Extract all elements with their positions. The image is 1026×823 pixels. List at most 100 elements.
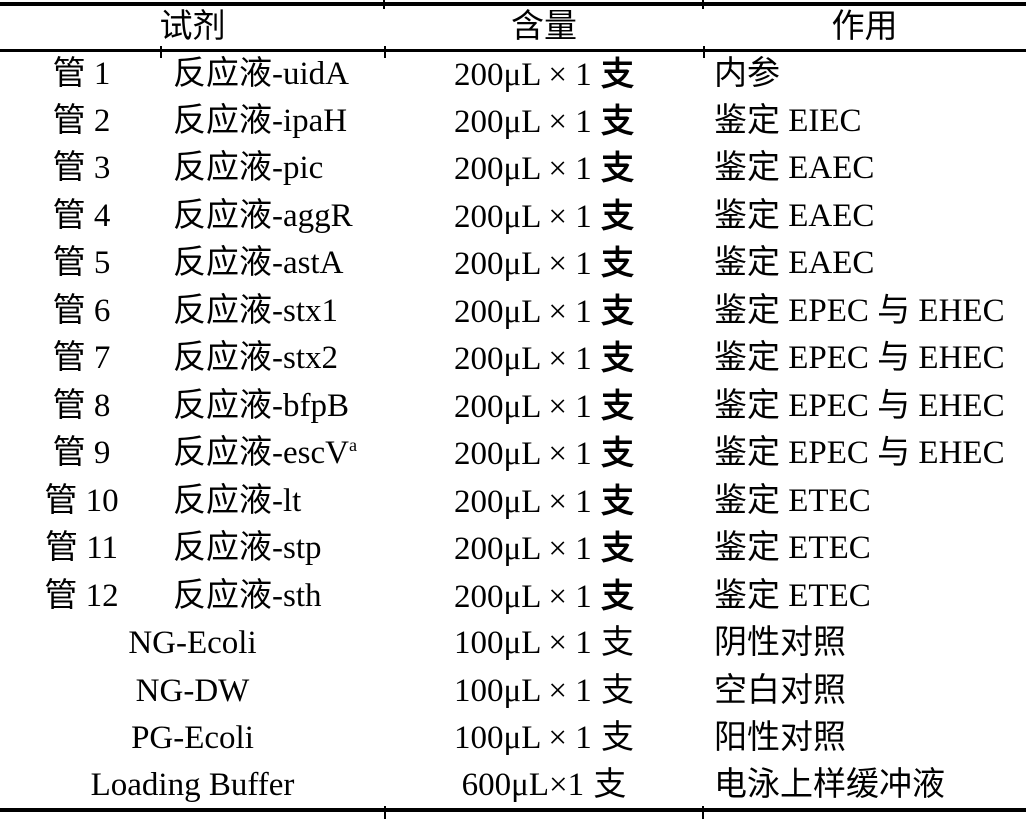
- control-name-cell: Loading Buffer: [90, 766, 295, 803]
- reagent-name-cell: 反应液-ipaH: [163, 98, 385, 146]
- role-cell: 鉴定 EAEC: [714, 150, 875, 187]
- unit-zhi: 支: [600, 55, 634, 92]
- reagent-name-cell: 反应液-sth: [163, 573, 385, 621]
- control-name-cell: PG-Ecoli: [131, 720, 254, 757]
- grid-tick: [703, 46, 705, 58]
- amount-value: 200μL × 1: [454, 103, 592, 140]
- amount-value: 100μL × 1: [454, 625, 592, 662]
- reagent-name: 反应液-bfpB: [173, 387, 349, 424]
- unit-zhi: 支: [600, 434, 634, 472]
- tube-number-cell: 管 4: [52, 197, 111, 234]
- amount-value: 100μL × 1: [454, 720, 592, 757]
- reagent-name-cell: 反应液-aggR: [163, 193, 385, 241]
- role-cell: 鉴定 ETEC: [714, 577, 871, 614]
- grid-tick: [160, 46, 162, 58]
- reagent-name-cell: 反应液-lt: [163, 478, 385, 526]
- amount-cell: 600μL×1 支: [385, 763, 703, 811]
- role-cell: 鉴定 EAEC: [714, 197, 875, 234]
- unit-zhi: 支: [600, 101, 634, 139]
- grid-tick: [383, 0, 385, 9]
- amount-value: 200μL × 1: [454, 483, 592, 520]
- unit-zhi: 支: [600, 196, 634, 234]
- tube-number-cell: 管 2: [52, 102, 111, 139]
- amount-value: 200μL × 1: [454, 578, 592, 615]
- amount-value: 100μL × 1: [454, 672, 592, 709]
- tube-number-cell: 管 10: [44, 482, 119, 519]
- role-cell: 阴性对照: [714, 625, 846, 662]
- role-cell: 鉴定 ETEC: [714, 482, 871, 519]
- role-cell: 鉴定 EPEC 与 EHEC: [714, 292, 1005, 329]
- amount-value: 200μL × 1: [454, 57, 592, 93]
- role-cell: 鉴定 ETEC: [714, 530, 871, 567]
- footnote-marker: a: [348, 435, 358, 456]
- unit-zhi: 支: [600, 244, 634, 282]
- control-name-cell: NG-Ecoli: [128, 625, 257, 662]
- tube-number-cell: 管 11: [44, 530, 119, 567]
- amount-value: 200μL × 1: [454, 246, 592, 283]
- header-row: 试剂 含量 作用: [0, 4, 1026, 52]
- reagent-name: 反应液-aggR: [173, 197, 353, 234]
- reagent-name: 反应液-stp: [173, 530, 322, 567]
- unit-zhi: 支: [600, 625, 634, 662]
- reagent-name-cell: 反应液-stx1: [163, 288, 385, 336]
- tube-number-cell: 管 7: [52, 340, 111, 377]
- reagent-name-cell: 反应液-astA: [163, 240, 385, 288]
- reagent-name: 反应液-ipaH: [173, 102, 348, 139]
- amount-value: 200μL × 1: [454, 388, 592, 425]
- amount-value: 200μL × 1: [454, 531, 592, 568]
- tube-number-cell: 管 1: [52, 56, 111, 92]
- control-name-cell: NG-DW: [135, 672, 250, 709]
- role-cell: 鉴定 EPEC 与 EHEC: [714, 387, 1005, 424]
- amount-value: 200μL × 1: [454, 151, 592, 188]
- amount-value: 600μL×1: [461, 766, 585, 803]
- tube-number-cell: 管 9: [52, 435, 111, 472]
- reagent-name: 反应液-stx1: [173, 292, 338, 329]
- grid-tick: [384, 806, 386, 819]
- role-cell: 鉴定 EAEC: [714, 245, 875, 282]
- role-cell: 鉴定 EPEC 与 EHEC: [714, 340, 1005, 377]
- unit-zhi: 支: [600, 149, 634, 187]
- column-header-reagent: 试剂: [0, 4, 385, 52]
- reagent-name: 反应液-pic: [173, 150, 324, 187]
- reagent-name: 反应液-escV: [173, 435, 349, 472]
- table-row: Loading Buffer 600μL×1 支 电泳上样缓冲液: [0, 763, 1026, 811]
- role-cell: 内参: [714, 56, 780, 92]
- reagent-name: 反应液-lt: [173, 482, 302, 519]
- unit-zhi: 支: [600, 386, 634, 424]
- tube-number-cell: 管 8: [52, 387, 111, 424]
- role-cell: 电泳上样缓冲液: [714, 766, 945, 803]
- unit-zhi: 支: [593, 766, 627, 803]
- grid-tick: [702, 0, 704, 9]
- column-header-role: 作用: [703, 4, 1026, 52]
- unit-zhi: 支: [600, 672, 634, 709]
